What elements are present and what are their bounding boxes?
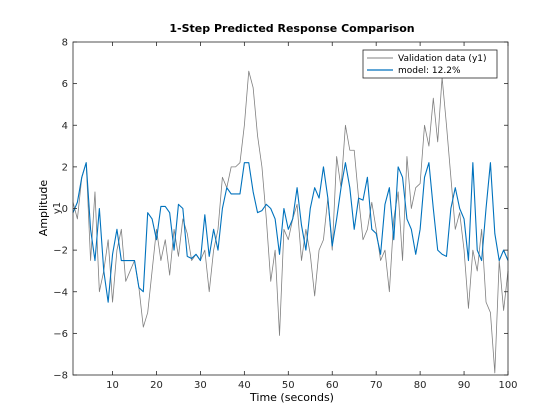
y-tick-label: −4 xyxy=(53,287,68,298)
axes-area xyxy=(73,42,508,375)
chart-title: 1-Step Predicted Response Comparison xyxy=(169,22,414,35)
y-tick-label: −8 xyxy=(53,371,68,382)
x-tick-label: 70 xyxy=(370,380,383,391)
x-tick-label: 30 xyxy=(194,380,207,391)
x-tick-label: 20 xyxy=(150,380,163,391)
axes-frame xyxy=(72,41,509,376)
y-tick-label: 6 xyxy=(62,79,68,90)
y-tick-label: 2 xyxy=(62,162,68,173)
series-line-validation xyxy=(72,70,509,374)
legend-entry-validation: Validation data (y1) xyxy=(398,54,487,64)
y-tick-label: 8 xyxy=(62,38,68,49)
y-axis-channel-label: y1 xyxy=(52,202,63,214)
y-tick-label: −2 xyxy=(53,246,68,257)
y-tick-label: −6 xyxy=(53,329,68,340)
series-line-model xyxy=(72,162,509,303)
x-tick-label: 50 xyxy=(282,380,295,391)
x-tick-label: 40 xyxy=(238,380,251,391)
x-tick-label: 10 xyxy=(106,380,119,391)
y-axis-label: Amplitude xyxy=(37,180,50,237)
legend-entry-model: model: 12.2% xyxy=(398,66,461,76)
y-tick-label: 0 xyxy=(62,204,68,215)
x-axis-label: Time (seconds) xyxy=(249,391,334,404)
x-tick-label: 60 xyxy=(326,380,339,391)
tick-layer: 10 20 30 40 50 60 70 80 90 100 −8 −6 −4 −2 0 2 4 6 8 xyxy=(53,38,517,392)
x-tick-label: 90 xyxy=(458,380,471,391)
legend: Validation data (y1) model: 12.2% xyxy=(362,49,498,79)
legend-box xyxy=(362,49,498,79)
x-tick-label: 80 xyxy=(414,380,427,391)
y-tick-label: 4 xyxy=(62,121,68,132)
series-layer xyxy=(72,70,509,374)
x-tick-label: 100 xyxy=(498,380,517,391)
